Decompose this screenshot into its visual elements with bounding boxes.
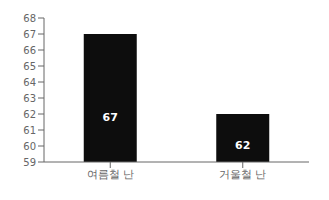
- svg-text:62: 62: [235, 139, 250, 152]
- svg-text:65: 65: [23, 61, 36, 72]
- svg-text:64: 64: [23, 77, 36, 88]
- svg-text:59: 59: [23, 157, 36, 168]
- svg-text:67: 67: [23, 29, 36, 40]
- svg-text:61: 61: [23, 125, 36, 136]
- svg-text:66: 66: [23, 45, 36, 56]
- svg-text:60: 60: [23, 141, 36, 152]
- svg-text:67: 67: [103, 111, 118, 124]
- svg-text:거울철 난: 거울철 난: [219, 168, 267, 181]
- svg-text:여름철 난: 여름철 난: [87, 168, 135, 181]
- svg-text:63: 63: [23, 93, 36, 104]
- svg-text:68: 68: [23, 13, 36, 24]
- svg-text:62: 62: [23, 109, 36, 120]
